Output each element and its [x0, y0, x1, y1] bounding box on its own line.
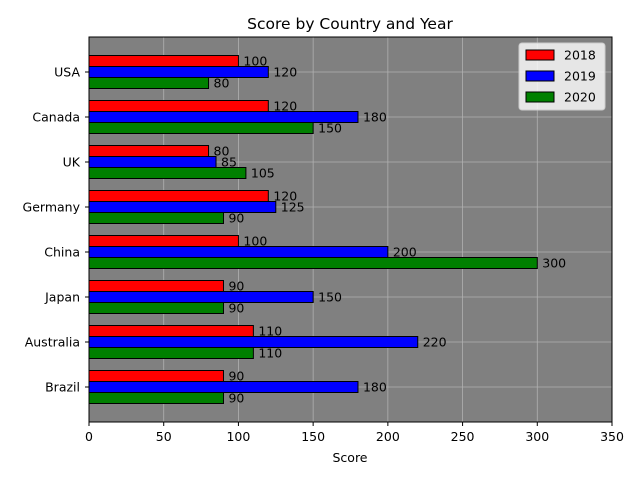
bar-2018-japan [88, 280, 224, 292]
plot-frame [88, 36, 613, 423]
y-tick-label: Japan [44, 290, 80, 305]
chart-title: Score by Country and Year [247, 15, 453, 33]
data-label: 90 [228, 391, 244, 406]
y-tick-label: Canada [32, 110, 80, 125]
y-tick-label: China [44, 245, 80, 260]
data-label: 85 [221, 155, 237, 170]
x-tick-label: 250 [451, 429, 475, 444]
y-tick-label: USA [54, 65, 80, 80]
bar-2019-china [88, 246, 389, 258]
x-tick-label: 350 [600, 429, 624, 444]
data-label: 90 [228, 301, 244, 316]
data-label: 105 [251, 166, 275, 181]
data-label: 90 [228, 279, 244, 294]
bar-2019-uk [88, 156, 217, 168]
x-tick-label: 100 [226, 429, 250, 444]
bar-2018-brazil [88, 370, 224, 382]
x-tick-label: 200 [376, 429, 400, 444]
bar-2018-australia [88, 325, 254, 337]
data-label: 120 [273, 189, 297, 204]
data-label: 180 [363, 110, 387, 125]
bar-2020-canada [88, 122, 314, 134]
data-labels-group: 100 120 80 120 100 90 110 90 120 180 85 125 200 150 22… [214, 54, 567, 406]
data-label: 80 [214, 144, 230, 159]
data-label: 220 [423, 335, 447, 350]
legend-swatch-2018 [525, 49, 555, 61]
data-label: 90 [228, 211, 244, 226]
legend-label-2019: 2019 [564, 69, 596, 84]
bar-2019-usa [88, 66, 269, 78]
x-tick-label: 0 [85, 429, 93, 444]
bar-2018-usa [88, 55, 239, 67]
y-tick-label: UK [63, 155, 81, 170]
legend: 2018 2019 2020 [518, 42, 606, 111]
data-label: 100 [243, 54, 267, 69]
bar-2018-uk [88, 145, 210, 157]
data-label: 125 [281, 200, 305, 215]
data-label: 110 [258, 346, 282, 361]
data-label: 100 [243, 234, 267, 249]
bar-2019-australia [88, 336, 419, 348]
data-label: 120 [273, 99, 297, 114]
y-tick-label: Germany [23, 200, 81, 215]
y-axis: USA Canada UK Germany China Japan Australia Bra… [23, 65, 89, 395]
x-axis: 0 50 100 150 200 250 300 350 [85, 422, 624, 444]
data-label: 180 [363, 380, 387, 395]
x-tick-label: 150 [301, 429, 325, 444]
bars-group [88, 55, 538, 404]
bar-2020-japan [88, 302, 224, 314]
x-axis-label: Score [332, 450, 367, 465]
y-tick-label: Australia [25, 335, 80, 350]
data-label: 80 [214, 76, 230, 91]
legend-label-2018: 2018 [564, 48, 596, 63]
bar-2020-china [88, 257, 538, 269]
bar-2019-japan [88, 291, 314, 303]
data-label: 120 [273, 65, 297, 80]
data-label: 90 [228, 369, 244, 384]
bar-2018-germany [88, 190, 269, 202]
data-label: 300 [542, 256, 566, 271]
bar-2020-brazil [88, 392, 224, 404]
bar-2019-brazil [88, 381, 359, 393]
legend-swatch-2019 [525, 70, 555, 82]
data-label: 150 [318, 121, 342, 136]
x-tick-label: 300 [525, 429, 549, 444]
bar-2019-germany [88, 201, 277, 213]
bar-2020-australia [88, 347, 254, 359]
bar-2018-china [88, 235, 239, 247]
bar-2018-canada [88, 100, 269, 112]
bar-2020-usa [88, 77, 210, 89]
y-tick-label: Brazil [45, 380, 80, 395]
legend-label-2020: 2020 [564, 90, 596, 105]
x-tick-label: 50 [156, 429, 172, 444]
data-label: 200 [393, 245, 417, 260]
legend-swatch-2020 [525, 91, 555, 103]
data-label: 110 [258, 324, 282, 339]
bar-2020-germany [88, 212, 224, 224]
data-label: 150 [318, 290, 342, 305]
